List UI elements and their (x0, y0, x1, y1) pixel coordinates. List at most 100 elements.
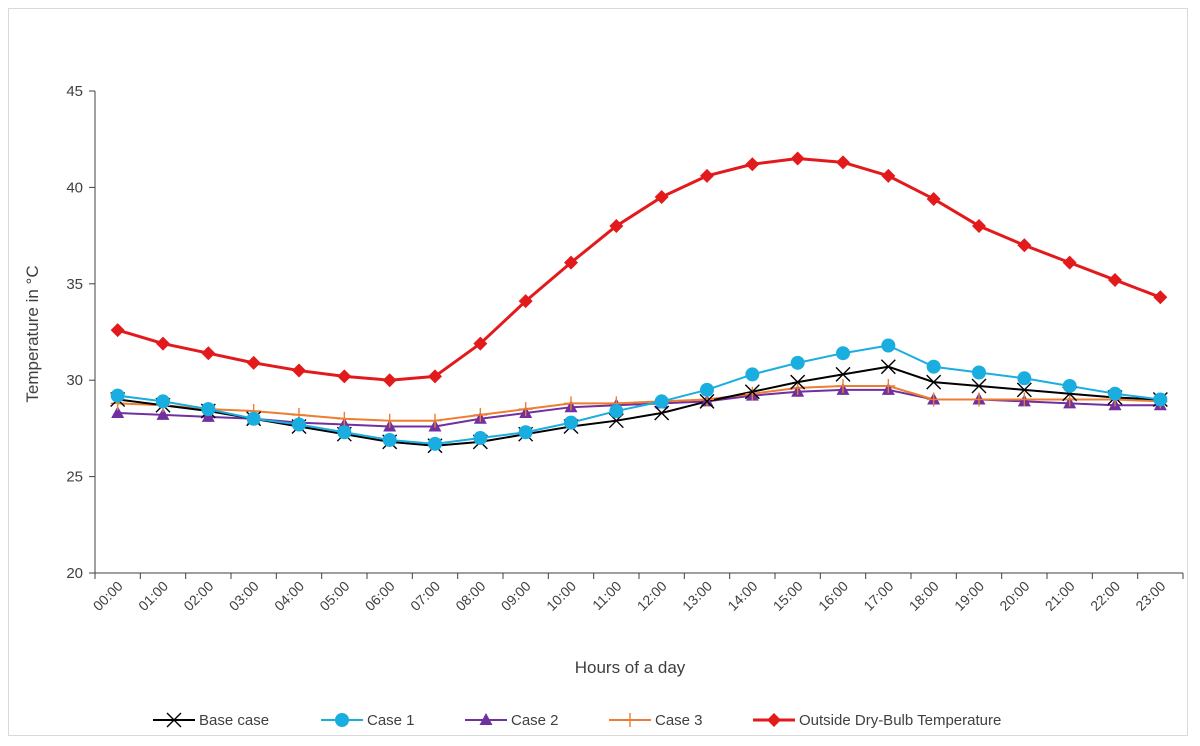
data-point-outside-dry-bulb-temperature (1108, 272, 1122, 287)
x-axis-title: Hours of a day (575, 658, 686, 677)
data-point-outside-dry-bulb-temperature (292, 363, 306, 378)
data-point-outside-dry-bulb-temperature (201, 346, 216, 361)
data-point-outside-dry-bulb-temperature (564, 255, 578, 270)
x-tick-label: 14:00 (724, 578, 760, 614)
x-tick-label: 07:00 (407, 578, 443, 614)
x-tick-label: 10:00 (543, 578, 579, 614)
legend-marker-case-1 (335, 713, 349, 727)
x-tick-label: 02:00 (180, 578, 216, 614)
y-tick-label: 25 (66, 469, 83, 486)
data-point-case-1 (156, 394, 170, 409)
data-point-case-1 (518, 425, 533, 440)
data-point-case-1 (337, 425, 352, 440)
data-point-case-1 (1017, 371, 1032, 386)
data-point-outside-dry-bulb-temperature (654, 190, 669, 205)
legend-marker-case-3 (623, 713, 637, 727)
series-line-outside-dry-bulb-temperature (117, 156, 1161, 382)
data-point-outside-dry-bulb-temperature (246, 355, 261, 370)
data-point-case-1 (926, 359, 941, 374)
data-point-outside-dry-bulb-temperature (972, 218, 986, 233)
data-point-case-1 (654, 394, 669, 409)
data-point-case-1 (881, 338, 896, 353)
axes: 20 25 30 35 40 45 00:00 01:00 02:00 03:00 04:00 05:… (66, 83, 1184, 614)
legend-label-case-3: Case 3 (655, 712, 703, 729)
data-point-case-2 (156, 407, 170, 420)
data-point-outside-dry-bulb-temperature (1017, 238, 1032, 253)
data-point-case-3 (972, 392, 986, 407)
data-point-outside-dry-bulb-temperature (836, 155, 850, 170)
data-point-case-1 (201, 402, 216, 417)
y-tick-label: 20 (66, 565, 83, 582)
data-point-base-case (744, 384, 760, 400)
data-point-base-case (654, 405, 670, 421)
data-point-case-3 (790, 380, 805, 395)
legend-label-base-case: Base case (199, 712, 269, 729)
y-tick-label: 45 (66, 83, 83, 100)
data-point-base-case (835, 366, 851, 382)
data-point-case-1 (609, 404, 624, 419)
data-point-outside-dry-bulb-temperature (382, 373, 397, 388)
line-chart: 20 25 30 35 40 45 00:00 01:00 02:00 03:00 04:00 05:… (23, 83, 1184, 729)
data-point-outside-dry-bulb-temperature (156, 336, 170, 351)
data-point-case-1 (110, 388, 125, 403)
x-tick-label: 23:00 (1132, 578, 1168, 614)
x-tick-label: 00:00 (90, 578, 126, 614)
legend-marker-case-2 (479, 713, 493, 725)
markers-layer (110, 151, 1168, 454)
data-point-case-1 (972, 365, 986, 380)
data-point-case-3 (881, 378, 896, 393)
data-point-case-1 (700, 382, 714, 397)
data-point-outside-dry-bulb-temperature (700, 168, 714, 183)
x-tick-label: 17:00 (860, 578, 896, 614)
data-point-base-case (926, 374, 942, 390)
y-tick-label: 30 (66, 372, 83, 389)
x-tick-label: 12:00 (634, 578, 670, 614)
data-point-outside-dry-bulb-temperature (428, 369, 442, 384)
series-layer (117, 156, 1161, 447)
x-tick-label: 01:00 (135, 578, 171, 614)
data-point-case-1 (1153, 392, 1168, 407)
x-tick-label: 22:00 (1087, 578, 1123, 614)
data-point-case-1 (1108, 386, 1122, 401)
data-point-case-1 (1062, 378, 1077, 393)
data-point-case-3 (382, 413, 397, 428)
y-tick-label: 35 (66, 276, 83, 293)
data-point-outside-dry-bulb-temperature (745, 157, 760, 172)
x-tick-label: 08:00 (452, 578, 488, 614)
series-line-case-3 (117, 384, 1161, 422)
data-point-case-1 (246, 411, 261, 426)
data-point-outside-dry-bulb-temperature (1062, 255, 1077, 270)
data-point-outside-dry-bulb-temperature (926, 191, 941, 206)
data-point-outside-dry-bulb-temperature (881, 168, 896, 183)
data-point-case-3 (745, 386, 760, 401)
data-point-case-3 (473, 407, 488, 422)
chart-frame: 20 25 30 35 40 45 00:00 01:00 02:00 03:00 04:00 05:… (8, 8, 1188, 736)
data-point-case-3 (337, 411, 352, 426)
x-tick-label: 20:00 (996, 578, 1032, 614)
x-tick-label: 16:00 (815, 578, 851, 614)
x-tick-label: 15:00 (770, 578, 806, 614)
data-point-outside-dry-bulb-temperature (790, 151, 805, 166)
data-point-base-case (790, 374, 806, 390)
y-tick-label: 40 (66, 179, 83, 196)
data-point-case-3 (926, 392, 941, 407)
data-point-case-1 (564, 415, 578, 430)
series-line-case-1 (117, 344, 1161, 445)
data-point-outside-dry-bulb-temperature (473, 336, 488, 351)
data-point-case-1 (745, 367, 760, 382)
legend: Base case Case 1 Case 2 Case 3 Outside Dry-B… (153, 712, 1001, 729)
data-point-case-3 (518, 402, 533, 417)
x-tick-label: 03:00 (226, 578, 262, 614)
data-point-case-1 (790, 355, 805, 370)
data-point-outside-dry-bulb-temperature (609, 218, 624, 233)
data-point-case-3 (428, 413, 442, 428)
legend-marker-outside-dry-bulb-temperature (767, 713, 781, 727)
data-point-case-1 (836, 346, 850, 361)
data-point-base-case (971, 378, 987, 394)
x-tick-label: 18:00 (906, 578, 942, 614)
data-point-case-3 (836, 378, 850, 393)
legend-label-case-1: Case 1 (367, 712, 415, 729)
x-tick-label: 13:00 (679, 578, 715, 614)
data-point-case-3 (564, 396, 578, 411)
data-point-case-1 (292, 417, 306, 432)
